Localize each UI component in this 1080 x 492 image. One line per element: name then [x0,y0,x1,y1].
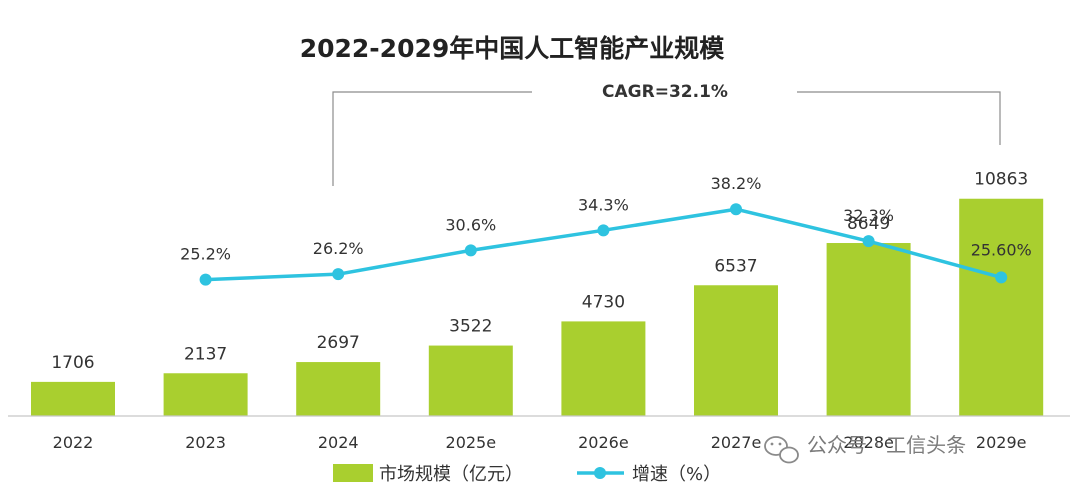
bar-2027e [694,285,778,416]
bar-2026e [561,321,646,416]
x-tick-label: 2025e [446,433,497,452]
cagr-bracket-right [797,91,1001,145]
x-tick-label: 2024 [318,433,359,452]
rate-point [332,268,345,281]
rate-value-label: 34.3% [578,195,629,214]
rate-point [995,271,1008,284]
bar-value-label: 10863 [974,170,1028,190]
bar-2023 [163,373,248,416]
rate-point [730,203,742,216]
bar-value-label: 8649 [847,214,890,234]
rate-point [464,244,477,257]
legend-bar-swatch [333,464,373,482]
bar-value-label: 1706 [51,353,94,373]
chart-title: 2022-2029年中国人工智能产业规模 [300,34,726,63]
bar-value-label: 4730 [582,292,625,312]
bar-2029e [959,198,1044,416]
watermark: 公众号 · 工信头条 [764,433,966,464]
legend: 市场规模（亿元） 增速（%） [333,464,721,485]
x-tick-label: 2026e [578,433,629,452]
x-axis-ticks: 2022 2023 2024 2025e 2026e 2027e 2028e 2029e [53,433,1027,452]
rate-value-label: 38.2% [711,174,762,193]
x-tick-label: 2022 [53,433,94,452]
bar-series: 1706 2137 2697 3522 4730 6537 8649 10863 [31,170,1044,416]
x-tick-label: 2029e [976,433,1027,452]
wechat-icon [764,436,799,464]
x-tick-label: 2027e [711,433,762,452]
cagr-bracket: CAGR=32.1% [332,82,1001,186]
bar-value-label: 3522 [449,317,492,337]
rate-point [199,273,212,286]
legend-bar-label: 市场规模（亿元） [379,464,523,485]
bar-value-label: 2137 [184,344,227,364]
bar-value-label: 6537 [714,256,757,276]
cagr-bracket-left [332,91,532,186]
rate-point [597,224,610,237]
rate-value-label: 32.3% [843,206,894,225]
bar-2022 [31,381,115,416]
rate-value-label: 30.6% [445,215,496,234]
rate-value-label: 25.60% [971,240,1032,259]
x-tick-label: 2023 [185,433,226,452]
legend-line-marker [594,467,606,479]
x-tick-label: 2028e [843,433,894,452]
rate-series: 25.2% 26.2% 30.6% 34.3% 38.2% 32.3% 25.60% [180,174,1032,286]
rate-value-label: 25.2% [180,245,231,264]
bar-value-label: 2697 [317,333,360,353]
watermark-text: 公众号 · 工信头条 [807,433,966,457]
legend-line-label: 增速（%） [632,464,721,485]
bar-2024 [296,362,381,416]
rate-point [862,235,875,248]
bar-2028e [826,243,911,416]
cagr-label: CAGR=32.1% [602,82,728,102]
bar-2025e [428,345,513,416]
rate-value-label: 26.2% [313,239,364,258]
